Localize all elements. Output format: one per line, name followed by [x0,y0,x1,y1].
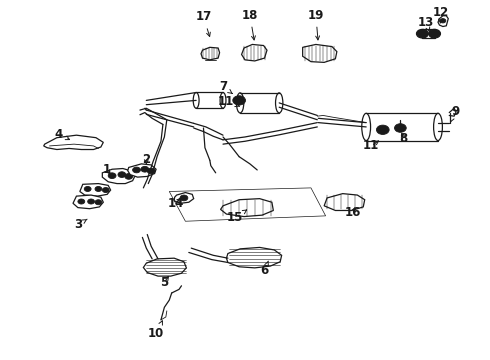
Polygon shape [438,16,448,27]
Circle shape [233,96,245,105]
Circle shape [108,173,116,179]
Circle shape [397,126,403,130]
Text: 5: 5 [160,276,169,289]
Polygon shape [220,199,273,217]
Circle shape [236,98,243,103]
Text: 1: 1 [103,163,111,176]
Text: 3: 3 [74,218,87,231]
Text: 18: 18 [242,9,258,40]
Text: 12: 12 [432,6,448,23]
Polygon shape [73,195,103,209]
Polygon shape [144,258,186,276]
Ellipse shape [237,93,244,113]
Circle shape [95,200,102,205]
Polygon shape [201,47,220,60]
Ellipse shape [434,113,442,140]
Ellipse shape [193,93,199,108]
Text: 19: 19 [308,9,324,40]
Circle shape [102,188,109,193]
Circle shape [133,167,141,173]
Circle shape [376,125,389,134]
Text: 7: 7 [219,80,232,94]
Ellipse shape [275,93,283,113]
Circle shape [125,174,133,179]
Polygon shape [80,184,111,196]
Text: 4: 4 [54,127,70,141]
Circle shape [440,19,446,23]
Polygon shape [226,247,282,268]
Polygon shape [242,44,267,61]
Text: 14: 14 [168,197,184,210]
Text: 6: 6 [260,261,269,277]
Polygon shape [44,135,103,149]
Circle shape [379,127,386,132]
Polygon shape [303,44,337,62]
Text: 11: 11 [363,139,379,152]
Text: 10: 10 [148,321,164,340]
Circle shape [147,168,155,174]
Text: 16: 16 [344,207,361,220]
Ellipse shape [220,93,226,108]
Polygon shape [174,193,194,203]
Text: 17: 17 [196,10,212,36]
Text: 15: 15 [227,210,246,224]
Circle shape [84,186,91,192]
Circle shape [394,124,406,132]
Polygon shape [324,194,365,211]
Circle shape [141,166,149,172]
Circle shape [88,199,95,204]
Polygon shape [128,164,156,177]
Circle shape [180,195,188,201]
Text: 2: 2 [142,153,150,166]
Circle shape [118,172,126,177]
Circle shape [429,30,441,38]
Text: 9: 9 [450,105,459,122]
Polygon shape [102,168,135,184]
Circle shape [95,186,102,192]
Text: 13: 13 [417,16,434,32]
Text: 11: 11 [218,95,239,108]
Text: 8: 8 [400,132,408,145]
Ellipse shape [362,113,370,140]
Circle shape [78,199,85,204]
Circle shape [416,30,428,38]
